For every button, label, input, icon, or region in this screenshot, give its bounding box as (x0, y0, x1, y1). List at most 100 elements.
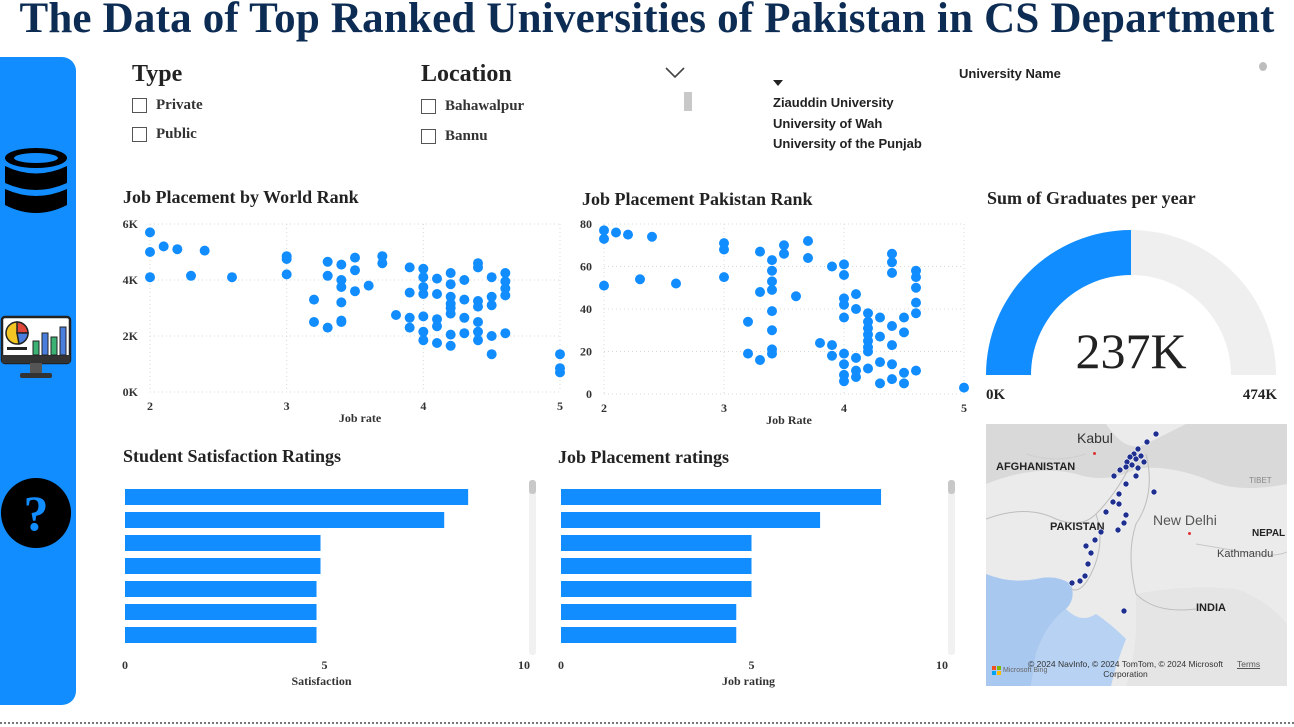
scatter-point (486, 349, 497, 360)
scatter-point (350, 265, 360, 276)
scatter-chart-pakistan-rank[interactable]: 0 20 40 60 80 2 3 4 5 Job Rate (574, 212, 974, 432)
scatter-point (839, 359, 849, 370)
bing-logo-text: Microsoft Bing (1003, 667, 1048, 674)
checkbox[interactable] (132, 127, 147, 142)
navigation-bar: ? (0, 57, 76, 705)
scrollbar-thumb (948, 480, 955, 494)
help-glyph: ? (24, 485, 49, 541)
y-tick-label: 2K (123, 329, 139, 343)
scatter-point (851, 372, 861, 382)
type-option-private[interactable]: Private (132, 97, 203, 114)
scatter-point (743, 316, 753, 327)
scatter-point (887, 248, 897, 259)
scatter-point (186, 270, 196, 281)
map-terms-link[interactable]: Terms (1237, 659, 1261, 669)
type-option-public[interactable]: Public (132, 126, 197, 143)
help-icon[interactable]: ? (0, 477, 72, 549)
scatter-point (227, 272, 237, 283)
map-city-marker (1188, 532, 1191, 535)
map-marker (1150, 488, 1158, 496)
map-marker (1084, 560, 1092, 568)
map-marker (1109, 498, 1117, 506)
sort-caret-icon[interactable] (773, 80, 783, 86)
scatter-point (473, 301, 483, 312)
location-slicer-title: Location (421, 61, 512, 87)
bar-chart-satisfaction[interactable]: 0 5 10 Satisfaction (110, 478, 550, 693)
scatter-point (911, 297, 921, 308)
x-tick-label: 0 (558, 658, 564, 672)
scatter-point (599, 233, 609, 244)
scatter-point (350, 252, 360, 263)
x-tick-label: 10 (518, 658, 530, 672)
scatter-point (418, 326, 429, 337)
university-option[interactable]: Ziauddin University (773, 95, 894, 110)
y-tick-label: 60 (580, 260, 592, 274)
scrollbar-track (948, 480, 955, 655)
university-option[interactable]: University of Wah (773, 116, 883, 131)
scatter-point (199, 245, 210, 256)
scatter-point (719, 272, 729, 283)
scatter-point (875, 312, 885, 323)
map-background (986, 424, 1287, 686)
university-map[interactable]: Kabul AFGHANISTAN TIBET PAKISTAN New Del… (986, 424, 1287, 686)
gauge-chart[interactable]: 237K 0K 474K (980, 225, 1285, 410)
map-marker (1134, 445, 1142, 453)
x-tick-label: 5 (749, 658, 755, 672)
map-marker (1091, 536, 1099, 544)
location-option-bannu[interactable]: Bannu (421, 128, 488, 145)
scatter-point (500, 290, 511, 301)
map-university-markers[interactable] (986, 424, 1287, 686)
map-city-kathmandu: Kathmandu (1217, 548, 1274, 560)
gauge-title: Sum of Graduates per year (987, 188, 1196, 208)
scatter-point (767, 265, 777, 276)
university-option[interactable]: University of the Punjab (773, 136, 922, 151)
scatter-point (459, 275, 470, 285)
gauge-max-label: 474K (1243, 387, 1278, 403)
x-tick-label: 5 (557, 399, 563, 413)
map-marker (1132, 455, 1140, 463)
map-marker (1115, 500, 1123, 508)
scatter-point (863, 363, 873, 374)
scatter-point (827, 261, 837, 272)
gauge-value: 237K (1075, 323, 1186, 379)
chevron-down-icon[interactable] (665, 67, 685, 79)
checkbox[interactable] (132, 98, 147, 113)
scatter-point (875, 357, 885, 368)
report-dashboard-icon[interactable] (0, 315, 72, 385)
scatter-point (418, 335, 429, 346)
scatter-point (377, 258, 388, 269)
scatter-point (827, 340, 837, 351)
checkbox[interactable] (421, 129, 436, 144)
location-option-bahawalpur[interactable]: Bahawalpur (421, 98, 524, 115)
map-country-india: INDIA (1196, 602, 1226, 614)
map-city-marker (1093, 452, 1096, 455)
scatter-chart-world-rank[interactable]: 0K 2K 4K 6K 2 3 4 5 Job rate (118, 212, 568, 432)
scatter-point (863, 308, 873, 319)
bar-chart-job-rating[interactable]: 0 5 10 Job rating (546, 478, 966, 693)
y-tick-label: 0K (123, 385, 139, 399)
scatter-point (875, 331, 885, 342)
map-marker (1152, 430, 1160, 438)
scatter-point (899, 327, 909, 338)
university-scroll-dot[interactable] (1259, 62, 1267, 71)
university-slicer-title: University Name (959, 66, 1061, 81)
bottom-divider (0, 722, 1294, 724)
scatter-point (404, 312, 415, 323)
gauge-value-arc (986, 230, 1131, 375)
bar (125, 627, 317, 643)
location-scrollbar[interactable] (684, 92, 692, 111)
bar (125, 558, 321, 574)
scatter-point (445, 279, 456, 290)
scatter-point (755, 246, 765, 257)
scatter-point (445, 291, 456, 302)
database-icon[interactable] (3, 147, 69, 221)
map-marker (1122, 511, 1130, 519)
scatter-point (839, 312, 849, 323)
scatter-point (350, 286, 360, 297)
x-tick-label: 10 (936, 658, 948, 672)
checkbox[interactable] (421, 99, 436, 114)
scatter-point (555, 349, 565, 360)
y-tick-label: 20 (580, 345, 592, 359)
scatter-point (887, 340, 897, 351)
scatter-point (767, 255, 777, 266)
